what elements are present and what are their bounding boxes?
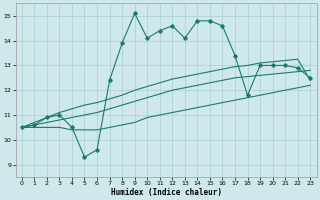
X-axis label: Humidex (Indice chaleur): Humidex (Indice chaleur) — [110, 188, 221, 197]
